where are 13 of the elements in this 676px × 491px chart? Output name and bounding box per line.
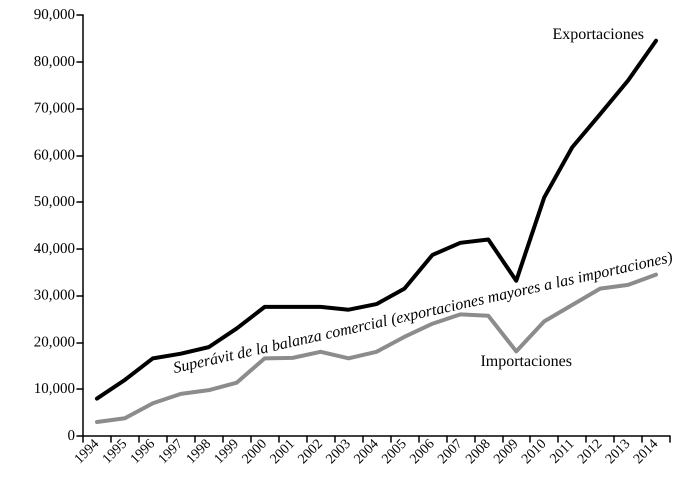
series-label: Importaciones bbox=[480, 352, 572, 370]
y-tick-label: 0 bbox=[68, 428, 75, 444]
y-tick-label: 80,000 bbox=[34, 54, 75, 70]
y-tick-label: 40,000 bbox=[34, 240, 75, 257]
y-tick-label: 50,000 bbox=[34, 194, 75, 210]
y-tick-label: 20,000 bbox=[34, 334, 75, 350]
y-tick-label: 10,000 bbox=[34, 381, 75, 398]
series-label: Exportaciones bbox=[552, 26, 644, 44]
y-tick-label: 60,000 bbox=[34, 147, 75, 164]
y-tick-label: 70,000 bbox=[34, 100, 75, 117]
y-tick-label: 30,000 bbox=[34, 288, 75, 304]
x-tick-label: 2011 bbox=[547, 436, 578, 467]
y-tick-label: 90,000 bbox=[34, 7, 75, 23]
